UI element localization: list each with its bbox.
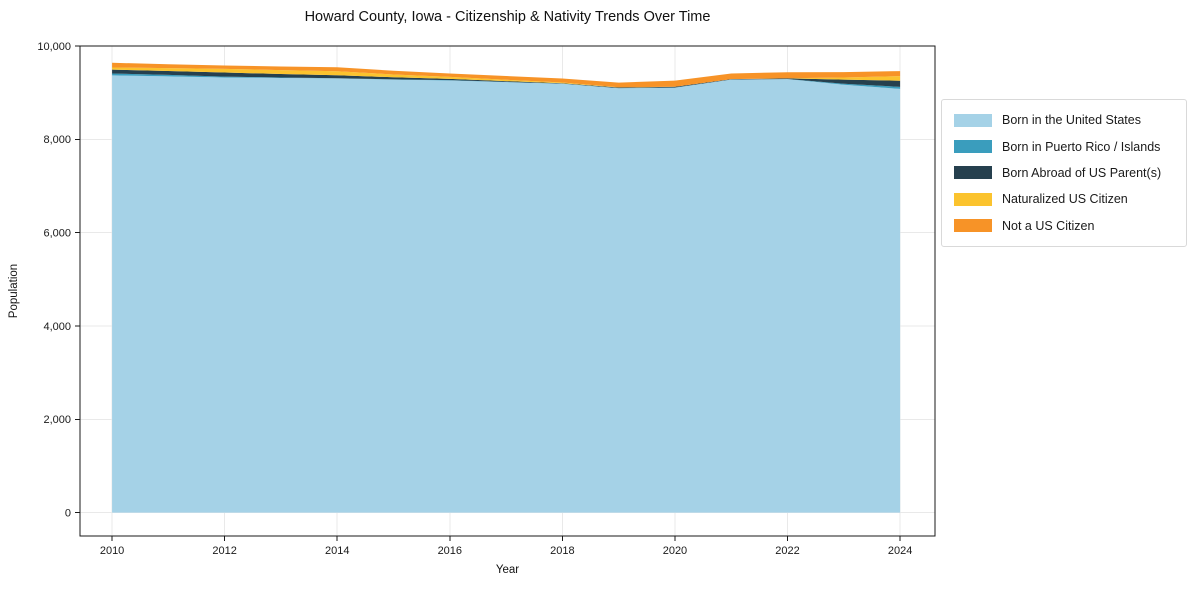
y-tick-label: 10,000: [37, 41, 71, 53]
legend-swatch-born-abroad: [954, 166, 992, 180]
legend-label: Not a US Citizen: [1002, 218, 1095, 233]
x-tick-label: 2024: [888, 545, 912, 557]
legend-swatch-naturalized: [954, 192, 992, 206]
x-tick-label: 2020: [663, 545, 687, 557]
area-born-abroad: [112, 69, 901, 89]
area-not-citizen: [112, 62, 901, 88]
legend-label: Born Abroad of US Parent(s): [1002, 165, 1162, 180]
legend-label: Naturalized US Citizen: [1002, 192, 1128, 207]
x-tick-label: 2018: [550, 545, 574, 557]
legend-item: Naturalized US Citizen: [950, 186, 1178, 212]
legend-item: Born in Puerto Rico / Islands: [950, 133, 1178, 159]
x-axis-label: Year: [495, 564, 520, 576]
legend-swatch-born-in-pr-islands: [954, 140, 992, 154]
x-tick-label: 2012: [212, 545, 236, 557]
chart-title: Howard County, Iowa - Citizenship & Nati…: [304, 9, 711, 25]
legend-label: Born in Puerto Rico / Islands: [1002, 139, 1161, 154]
y-tick-label: 6,000: [43, 227, 71, 239]
y-tick-label: 8,000: [43, 134, 71, 146]
x-tick-label: 2022: [775, 545, 799, 557]
y-tick-label: 2,000: [43, 414, 71, 426]
plot-border: [79, 45, 936, 537]
area-naturalized: [112, 67, 901, 88]
legend: Born in the United States Born in Puerto…: [941, 99, 1187, 247]
legend-label: Born in the United States: [1002, 113, 1141, 128]
x-tick-label: 2010: [100, 545, 124, 557]
legend-item: Not a US Citizen: [950, 213, 1178, 239]
x-tick-label: 2014: [325, 545, 349, 557]
legend-item: Born Abroad of US Parent(s): [950, 160, 1178, 186]
legend-item: Born in the United States: [950, 107, 1178, 133]
y-tick-label: 0: [65, 507, 71, 519]
legend-swatch-not-citizen: [954, 219, 992, 233]
area-born-in-us: [112, 75, 901, 513]
y-tick-label: 4,000: [43, 321, 71, 333]
legend-swatch-born-in-us: [954, 113, 992, 127]
x-tick-label: 2016: [438, 545, 462, 557]
